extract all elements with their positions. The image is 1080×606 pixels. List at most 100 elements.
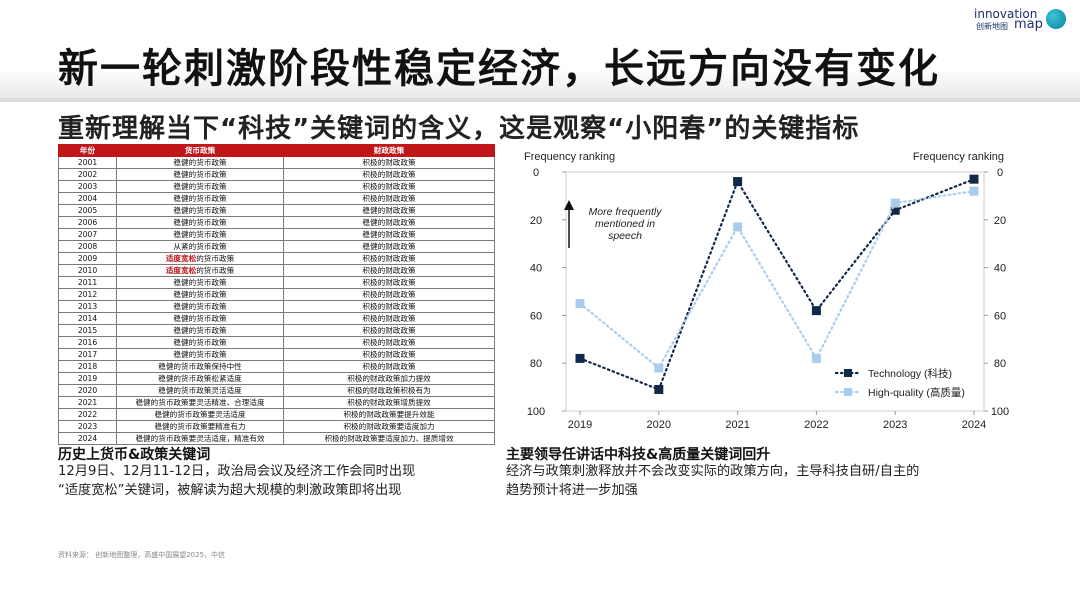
series-point-0: [969, 174, 979, 184]
cell-year: 2014: [58, 312, 117, 325]
y-tick-label-right: 80: [994, 358, 1006, 370]
cell-fiscal: 积极的财政政策要提升效能: [283, 408, 495, 421]
cell-monetary: 稳健的货币政策松紧适度: [116, 372, 284, 385]
cell-year: 2003: [58, 180, 117, 193]
cell-year: 2020: [58, 384, 117, 397]
cell-monetary: 适度宽松的货币政策: [116, 264, 284, 277]
cell-year: 2002: [58, 168, 117, 181]
series-point-1: [890, 198, 900, 208]
table-row: 2006 稳健的货币政策 稳健的财政政策: [58, 216, 495, 229]
caption-left-line: “适度宽松”关键词，被解读为超大规模的刺激政策即将出现: [58, 483, 402, 498]
x-tick-label: 2023: [883, 419, 907, 431]
caption-right-line: 经济与政策刺激释放并不会改变实际的政策方向，主导科技自研/自主的: [506, 464, 920, 479]
cell-year: 2022: [58, 408, 117, 421]
table-row: 2020 稳健的货币政策灵活适度 积极的财政政策积极有为: [58, 384, 495, 397]
table-row: 2018 稳健的货币政策保持中性 积极的财政政策: [58, 360, 495, 373]
brand-logo: innovation 创新地图 map: [974, 7, 1066, 32]
cell-year: 2001: [58, 156, 117, 169]
series-line-1: [578, 190, 976, 370]
cell-year: 2009: [58, 252, 117, 265]
cell-monetary: 稳健的货币政策要灵活精准、合理适度: [116, 396, 284, 409]
logo-word-innovation: innovation: [974, 7, 1038, 21]
keyword-ranking-chart: Frequency ranking Frequency ranking 0 0 20 20…: [506, 144, 1016, 434]
y-tick-label-right: 100: [991, 406, 1009, 418]
cell-fiscal: 积极的财政政策: [283, 348, 495, 361]
cell-year: 2015: [58, 324, 117, 337]
cell-monetary: 适度宽松的货币政策: [116, 252, 284, 265]
caption-right-text: 经济与政策刺激释放并不会改变实际的政策方向，主导科技自研/自主的 趋势预计将进一…: [506, 462, 1026, 500]
source-note: 资料来源： 创新地图整理，高盛中国展望2025，中信: [58, 551, 226, 559]
cell-fiscal: 积极的财政政策: [283, 264, 495, 277]
header-fiscal: 财政政策: [283, 144, 495, 157]
y-tick-label-right: 0: [997, 167, 1003, 179]
cell-year: 2013: [58, 300, 117, 313]
cell-fiscal: 积极的财政政策加力提效: [283, 372, 495, 385]
cell-monetary: 稳健的货币政策保持中性: [116, 360, 284, 373]
series-point-1: [811, 353, 821, 363]
cell-fiscal: 稳健的财政政策: [283, 228, 495, 241]
cell-monetary: 稳健的货币政策: [116, 168, 284, 181]
policy-table: 年份 货币政策 财政政策 2001 稳健的货币政策 积极的财政政策 2002 稳健的货币…: [58, 144, 495, 445]
annotation-text: speech: [608, 230, 642, 242]
caption-left-title: 历史上货币&政策关键词: [58, 447, 211, 463]
table-row: 2019 稳健的货币政策松紧适度 积极的财政政策加力提效: [58, 372, 495, 385]
y-tick-label: 40: [530, 263, 542, 275]
table-row: 2013 稳健的货币政策 积极的财政政策: [58, 300, 495, 313]
y-tick-label: 100: [527, 406, 545, 418]
cell-year: 2018: [58, 360, 117, 373]
table-row: 2002 稳健的货币政策 积极的财政政策: [58, 168, 495, 181]
series-point-1: [575, 298, 585, 308]
header-monetary: 货币政策: [116, 144, 284, 157]
cell-fiscal: 积极的财政政策: [283, 336, 495, 349]
cell-monetary: 稳健的货币政策要灵活适度，精准有效: [116, 432, 284, 445]
series-point-1: [969, 186, 979, 196]
table-row: 2017 稳健的货币政策 积极的财政政策: [58, 348, 495, 361]
table-row: 2015 稳健的货币政策 积极的财政政策: [58, 324, 495, 337]
y-axis-title-left: Frequency ranking: [524, 151, 615, 163]
series-point-0: [890, 205, 900, 215]
cell-fiscal: 稳健的财政政策: [283, 240, 495, 253]
cell-fiscal: 积极的财政政策增质提效: [283, 396, 495, 409]
x-tick-label: 2019: [568, 419, 592, 431]
series-point-1: [654, 363, 664, 373]
globe-icon: [1046, 9, 1066, 29]
x-tick-label: 2022: [804, 419, 828, 431]
plot-frame: [565, 171, 985, 412]
table-row: 2003 稳健的货币政策 积极的财政政策: [58, 180, 495, 193]
table-row: 2009 适度宽松的货币政策 积极的财政政策: [58, 252, 495, 265]
series-point-1: [733, 222, 743, 232]
series-point-0: [575, 353, 585, 363]
x-tick-label: 2020: [647, 419, 671, 431]
y-tick-label: 80: [530, 358, 542, 370]
x-tick-label: 2021: [725, 419, 749, 431]
cell-year: 2024: [58, 432, 117, 445]
table-row: 2008 从紧的货币政策 稳健的财政政策: [58, 240, 495, 253]
table-row: 2024 稳健的货币政策要灵活适度，精准有效 积极的财政政策要适度加力、提质增效: [58, 432, 495, 445]
cell-fiscal: 积极的财政政策: [283, 180, 495, 193]
series-point-0: [811, 306, 821, 316]
cell-fiscal: 积极的财政政策: [283, 324, 495, 337]
caption-left-text: 12月9日、12月11-12日，政治局会议及经济工作会同时出现 “适度宽松”关键…: [58, 462, 498, 500]
y-tick-label-right: 20: [994, 215, 1006, 227]
cell-year: 2004: [58, 192, 117, 205]
cell-monetary: 稳健的货币政策: [116, 180, 284, 193]
table-row: 2021 稳健的货币政策要灵活精准、合理适度 积极的财政政策增质提效: [58, 396, 495, 409]
highlight-phrase: 适度宽松: [165, 266, 197, 275]
cell-year: 2007: [58, 228, 117, 241]
y-tick-label: 60: [530, 310, 542, 322]
cell-year: 2016: [58, 336, 117, 349]
cell-fiscal: 积极的财政政策: [283, 252, 495, 265]
table-row: 2014 稳健的货币政策 积极的财政政策: [58, 312, 495, 325]
cell-fiscal: 积极的财政政策要适度加力、提质增效: [283, 432, 495, 445]
table-row: 2010 适度宽松的货币政策 积极的财政政策: [58, 264, 495, 277]
cell-fiscal: 积极的财政政策: [283, 360, 495, 373]
cell-monetary: 稳健的货币政策: [116, 312, 284, 325]
legend-marker: [844, 369, 852, 377]
x-tick-label: 2024: [962, 419, 986, 431]
cell-monetary: 稳健的货币政策: [116, 192, 284, 205]
cell-fiscal: 稳健的财政政策: [283, 216, 495, 229]
cell-year: 2012: [58, 288, 117, 301]
series-point-0: [733, 177, 743, 187]
table-row: 2001 稳健的货币政策 积极的财政政策: [58, 156, 495, 169]
